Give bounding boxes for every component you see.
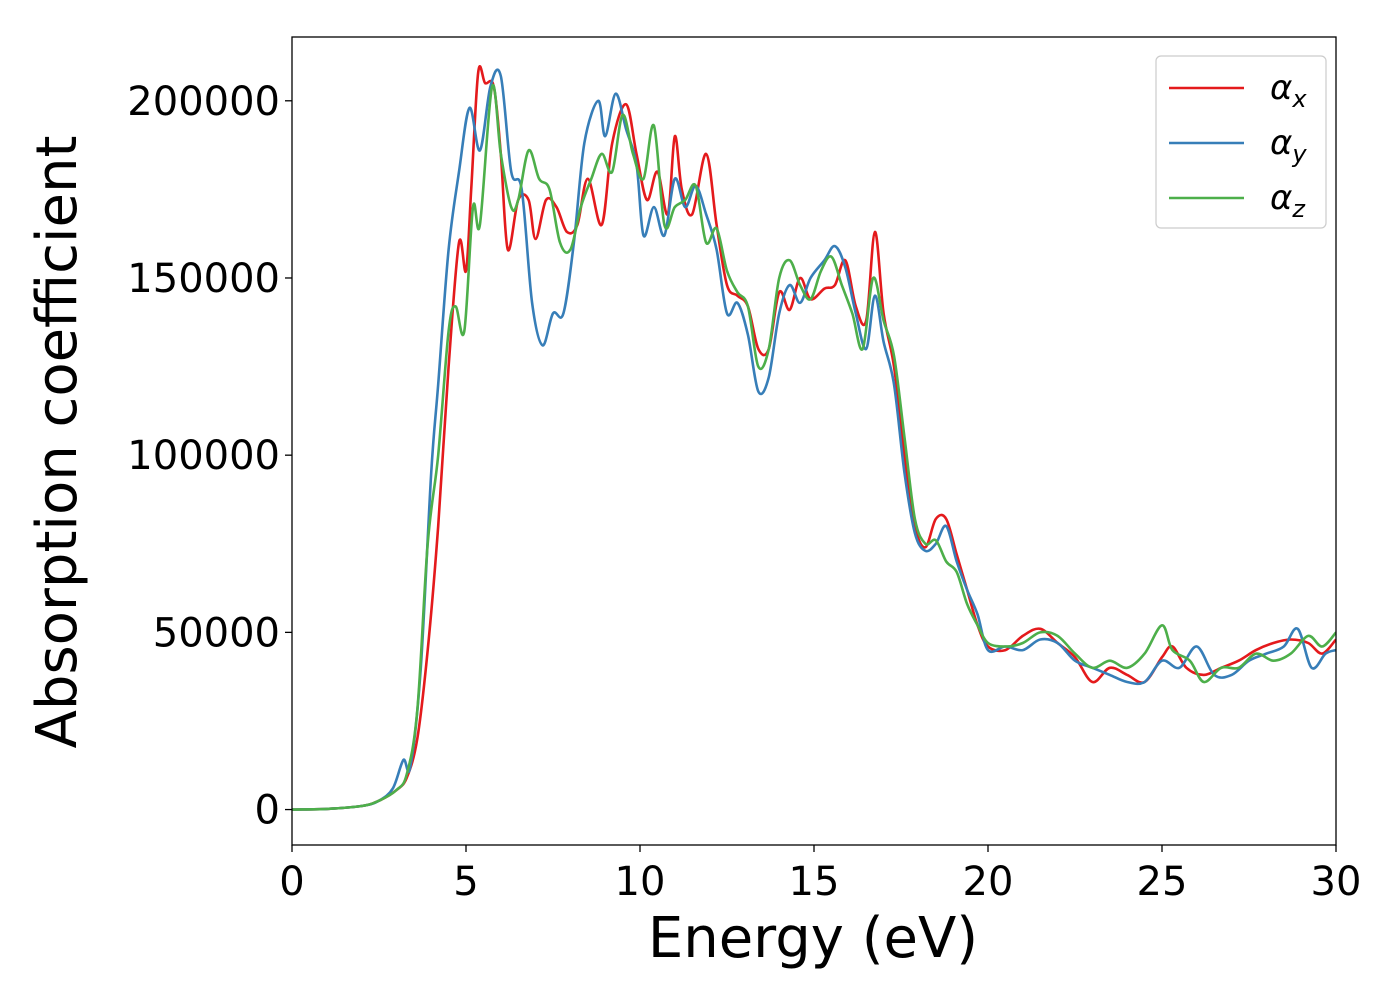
y-tick-label: 0 <box>255 788 280 834</box>
x-tick-label: 15 <box>789 859 840 905</box>
y-tick-label: 50000 <box>153 610 280 656</box>
series-line-z <box>292 83 1336 811</box>
y-tick-label: 200000 <box>127 79 280 125</box>
y-axis-label: Absorption coefficient <box>25 136 90 749</box>
axes-layer: 0 5 10 15 20 25 30 0 50000 100000 150000 200000 <box>127 36 1362 905</box>
x-tick-label: 30 <box>1311 859 1362 905</box>
legend-label-y: αy <box>1270 123 1307 168</box>
series-line-y <box>292 68 1336 811</box>
x-tick-label: 10 <box>615 859 666 905</box>
x-tick-label: 0 <box>279 859 304 905</box>
x-tick-label: 20 <box>963 859 1014 905</box>
legend: αx αy αz <box>1155 55 1327 229</box>
y-tick-label: 100000 <box>127 433 280 479</box>
series-line-x <box>292 64 1336 811</box>
legend-label-x: αx <box>1270 68 1307 113</box>
legend-label-z: αz <box>1270 178 1306 223</box>
x-tick-label: 5 <box>453 859 478 905</box>
series-layer <box>292 64 1336 811</box>
x-tick-label: 25 <box>1137 859 1188 905</box>
x-axis-label: Energy (eV) <box>648 906 978 971</box>
y-tick-label: 150000 <box>127 256 280 302</box>
